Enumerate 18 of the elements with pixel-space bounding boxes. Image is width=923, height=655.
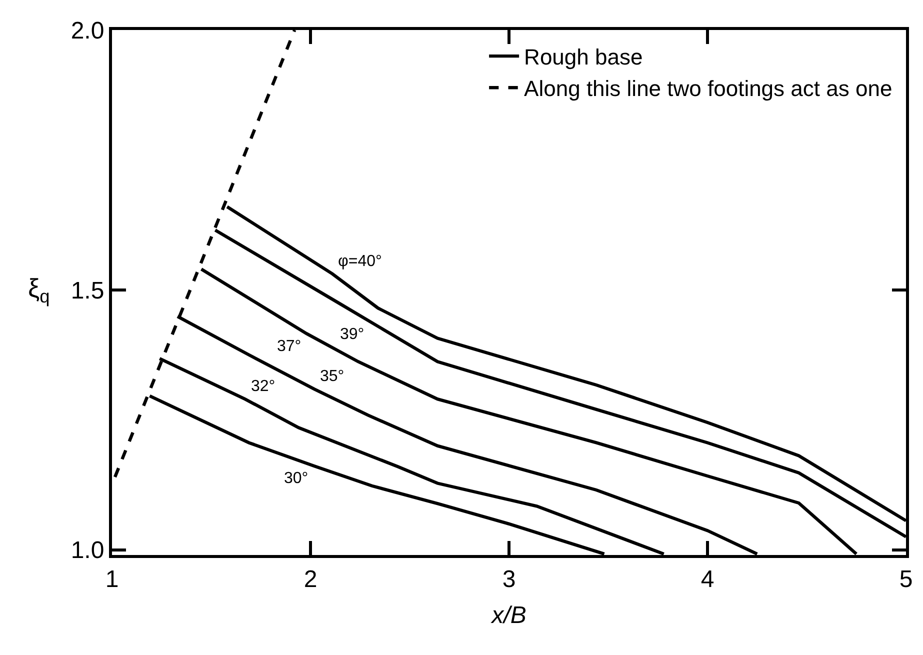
annotation: φ=40° — [338, 253, 382, 270]
x-tick-label: 4 — [700, 566, 714, 593]
x-axis-title: x/B — [490, 602, 526, 630]
y-tick-label: 1.5 — [70, 277, 104, 304]
y-axis-title: ξ$_{q}$ — [28, 273, 50, 306]
annotation: 35° — [320, 368, 344, 385]
x-tick-label: 3 — [502, 566, 516, 593]
legend-label: Along this line two footings act as one — [524, 76, 892, 102]
x-tick-label: 1 — [105, 566, 119, 593]
y-tick-label: 1.0 — [70, 537, 104, 564]
x-tick-label: 2 — [304, 566, 318, 593]
annotation: 30° — [284, 470, 308, 487]
y-tick-label: 2.0 — [70, 17, 104, 44]
x-tick-label: 5 — [899, 566, 913, 593]
legend-label: Rough base — [524, 44, 643, 70]
annotation: 37° — [277, 338, 302, 355]
annotation: 39° — [340, 326, 364, 343]
annotation: 32° — [251, 378, 276, 395]
